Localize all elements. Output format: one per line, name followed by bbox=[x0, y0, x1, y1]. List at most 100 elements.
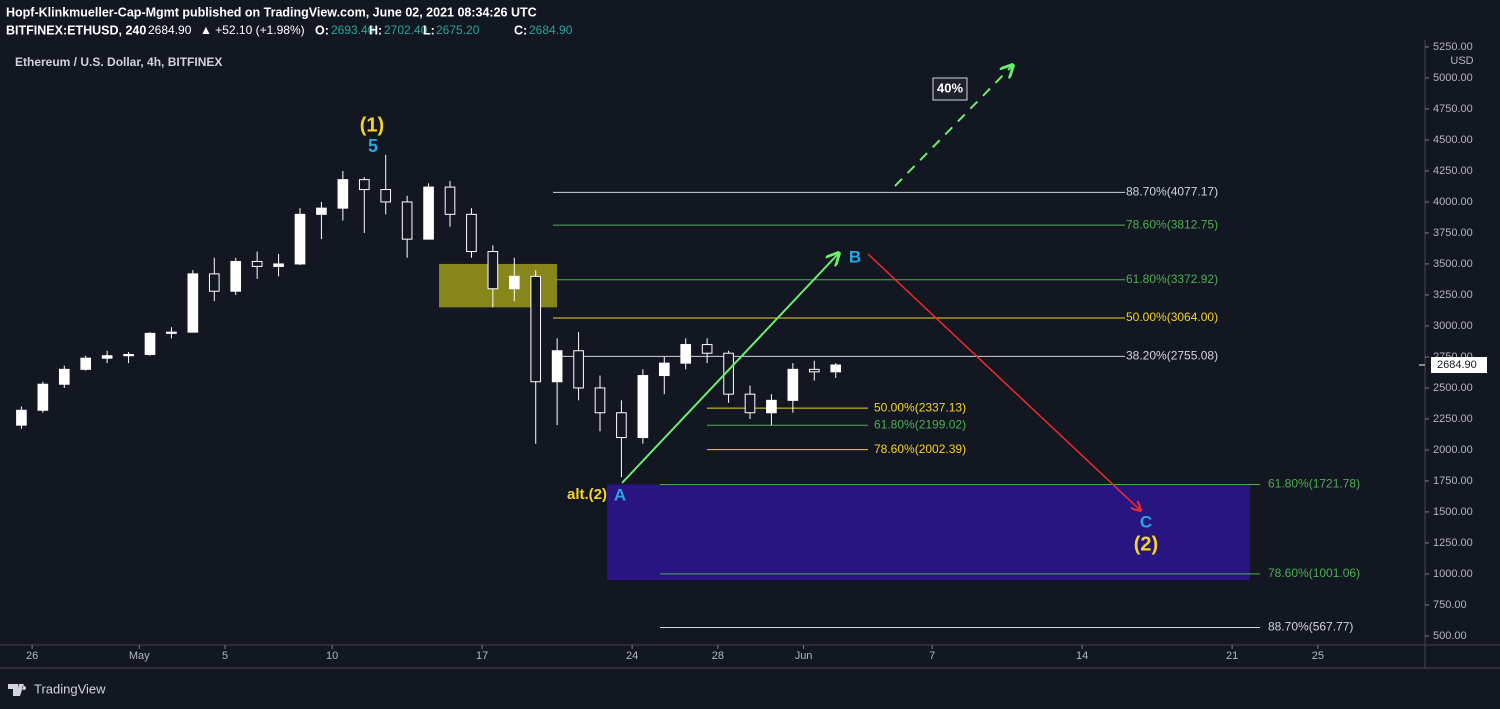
annotation: alt.(2) bbox=[567, 486, 607, 503]
candle-body bbox=[787, 368, 799, 401]
candle-body bbox=[466, 213, 477, 253]
candle-body bbox=[616, 412, 627, 439]
candle-body bbox=[123, 353, 134, 357]
y-tick-label: 750.00 bbox=[1433, 599, 1467, 611]
close: 2684.90 bbox=[529, 23, 573, 37]
candle-body bbox=[444, 186, 456, 215]
y-tick-label: 1750.00 bbox=[1433, 475, 1473, 487]
last-price-tag bbox=[1431, 357, 1487, 374]
candle-body bbox=[701, 344, 713, 354]
o-label: O: bbox=[315, 23, 329, 37]
candle-body bbox=[294, 213, 306, 265]
candle-body bbox=[380, 189, 392, 203]
x-tick-label: 7 bbox=[929, 650, 935, 662]
fib-label: 88.70%(4077.17) bbox=[1126, 185, 1218, 199]
candle-body bbox=[808, 368, 820, 373]
annotation: 5 bbox=[368, 136, 378, 156]
candle-body bbox=[637, 375, 649, 439]
candle-body bbox=[744, 393, 756, 414]
annotation: (2) bbox=[1134, 533, 1158, 555]
y-tick-label: 4250.00 bbox=[1433, 165, 1473, 177]
y-tick-label: 1250.00 bbox=[1433, 537, 1473, 549]
open: 2693.40 bbox=[331, 23, 375, 37]
y-tick-label: 2250.00 bbox=[1433, 413, 1473, 425]
candle-body bbox=[423, 186, 434, 240]
zone bbox=[607, 484, 1250, 581]
candle-body bbox=[316, 207, 327, 215]
y-tick-label: 1500.00 bbox=[1433, 506, 1473, 518]
fib-label: 50.00%(3064.00) bbox=[1126, 310, 1218, 324]
publisher: Hopf-Klinkmueller-Cap-Mgmt published on … bbox=[6, 5, 537, 19]
c-label: C: bbox=[514, 23, 527, 37]
y-tick-label: 500.00 bbox=[1433, 630, 1467, 642]
logo bbox=[8, 684, 27, 696]
candle-body bbox=[680, 344, 692, 364]
fib-label: 78.60%(1001.06) bbox=[1268, 566, 1360, 580]
y-tick-label: 2000.00 bbox=[1433, 444, 1473, 456]
y-unit: USD bbox=[1450, 55, 1473, 67]
fib-label: 78.60%(3812.75) bbox=[1126, 217, 1218, 231]
candle-body bbox=[573, 350, 584, 389]
x-tick-label: 17 bbox=[476, 650, 488, 662]
arrow-b-c bbox=[867, 253, 1140, 510]
candle-body bbox=[208, 273, 220, 292]
y-tick-label: 1000.00 bbox=[1433, 568, 1473, 580]
x-tick-label: 14 bbox=[1076, 650, 1088, 662]
x-tick-label: May bbox=[129, 650, 150, 662]
candle-body bbox=[230, 260, 242, 292]
annotation: B bbox=[849, 247, 861, 266]
change: ▲ +52.10 (+1.98%) bbox=[200, 23, 305, 37]
arrow-target bbox=[894, 66, 1012, 187]
l-label: L: bbox=[423, 23, 435, 37]
pct-box bbox=[932, 77, 968, 101]
y-tick-label: 5250.00 bbox=[1433, 41, 1473, 53]
annotation: A bbox=[614, 485, 626, 504]
fib-label: 38.20%(2755.08) bbox=[1126, 348, 1218, 362]
candle-body bbox=[273, 263, 284, 267]
candle-body bbox=[101, 355, 113, 359]
fib-label: 61.80%(2199.02) bbox=[874, 417, 966, 431]
chart-title: Ethereum / U.S. Dollar, 4h, BITFINEX bbox=[15, 55, 222, 69]
fib-label: 61.80%(1721.78) bbox=[1268, 477, 1360, 491]
y-tick-label: 3000.00 bbox=[1433, 320, 1473, 332]
candle-body bbox=[594, 387, 606, 414]
x-tick-label: Jun bbox=[795, 650, 813, 662]
candle-body bbox=[766, 399, 777, 414]
fib-label: 78.60%(2002.39) bbox=[874, 442, 966, 456]
candle-body bbox=[530, 275, 542, 383]
x-tick-label: 21 bbox=[1226, 650, 1238, 662]
fib-label: 61.80%(3372.92) bbox=[1126, 272, 1218, 286]
x-tick-label: 26 bbox=[26, 650, 38, 662]
candle-body bbox=[658, 362, 670, 377]
arrow-a-b bbox=[621, 254, 838, 484]
fib-label: 50.00%(2337.13) bbox=[874, 400, 966, 414]
candle-body bbox=[358, 179, 370, 191]
brand: TradingView bbox=[34, 681, 106, 696]
candle-body bbox=[508, 275, 520, 290]
last-price-label: 2684.90 bbox=[1437, 359, 1477, 371]
y-tick-label: 4750.00 bbox=[1433, 103, 1473, 115]
fib-label: 88.70%(567.77) bbox=[1268, 620, 1353, 634]
candle-body bbox=[401, 201, 413, 240]
y-tick-label: 3500.00 bbox=[1433, 258, 1473, 270]
candle-body bbox=[487, 251, 499, 290]
x-tick-label: 5 bbox=[222, 650, 228, 662]
candle-body bbox=[166, 331, 177, 334]
candle-body bbox=[58, 368, 70, 385]
candle-body bbox=[80, 357, 92, 370]
annotation: 40% bbox=[937, 80, 963, 95]
x-tick-label: 24 bbox=[626, 650, 638, 662]
h-label: H: bbox=[369, 23, 382, 37]
x-tick-label: 10 bbox=[326, 650, 338, 662]
y-tick-label: 4500.00 bbox=[1433, 134, 1473, 146]
annotation: (1) bbox=[360, 114, 384, 136]
candle-body bbox=[551, 350, 563, 383]
candle-body bbox=[144, 332, 156, 355]
low: 2675.20 bbox=[436, 23, 480, 37]
candle-body bbox=[187, 273, 199, 333]
symbol: BITFINEX:ETHUSD, 240 bbox=[6, 23, 146, 37]
y-tick-label: 5000.00 bbox=[1433, 72, 1473, 84]
